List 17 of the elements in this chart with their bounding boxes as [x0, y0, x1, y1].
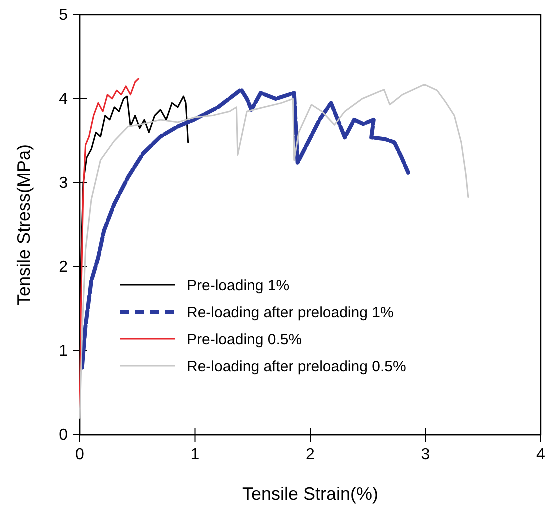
y-tick-label: 2 [59, 259, 68, 276]
y-tick-label: 4 [59, 91, 68, 108]
y-axis-title: Tensile Stress(MPa) [14, 144, 34, 306]
x-tick-label: 1 [190, 446, 200, 464]
legend-label: Pre-loading 1% [187, 277, 290, 294]
y-tick-label: 0 [59, 427, 68, 444]
legend-label: Pre-loading 0.5% [187, 331, 302, 348]
x-tick-label: 4 [536, 446, 546, 464]
y-tick-label: 3 [59, 175, 68, 192]
x-tick-label: 0 [76, 446, 85, 464]
x-tick-label: 2 [306, 446, 316, 464]
y-tick-label: 1 [59, 343, 68, 360]
x-axis-title: Tensile Strain(%) [242, 484, 379, 504]
x-tick-label: 3 [421, 446, 430, 464]
y-tick-label: 5 [59, 7, 68, 24]
legend-label: Re-loading after preloading 1% [187, 304, 394, 322]
legend-label: Re-loading after preloading 0.5% [187, 358, 406, 376]
